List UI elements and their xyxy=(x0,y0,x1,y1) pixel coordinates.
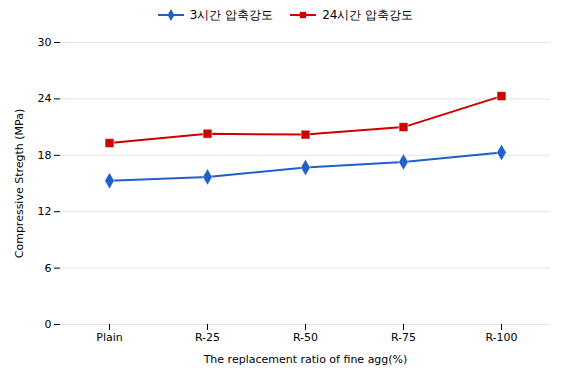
svg-text:Compressive Stregth (MPa): Compressive Stregth (MPa) xyxy=(13,109,26,259)
svg-text:30: 30 xyxy=(38,36,52,49)
svg-text:R-25: R-25 xyxy=(195,331,220,344)
html-text:3시간 압축강도: 3시간 압축강도 xyxy=(189,7,274,22)
svg-text:The replacement ratio of fine: The replacement ratio of fine agg(%) xyxy=(203,353,408,366)
svg-text:Plain: Plain xyxy=(96,331,122,344)
html-text:24시간 압축강도: 24시간 압축강도 xyxy=(322,7,414,22)
svg-text:24: 24 xyxy=(38,92,52,105)
svg-text:R-75: R-75 xyxy=(391,331,416,344)
svg-text:R-100: R-100 xyxy=(485,331,517,344)
svg-text:12: 12 xyxy=(38,205,52,218)
svg-text:18: 18 xyxy=(38,149,52,162)
svg-text:0: 0 xyxy=(45,318,52,331)
svg-text:R-50: R-50 xyxy=(293,331,318,344)
svg-text:6: 6 xyxy=(45,262,52,275)
